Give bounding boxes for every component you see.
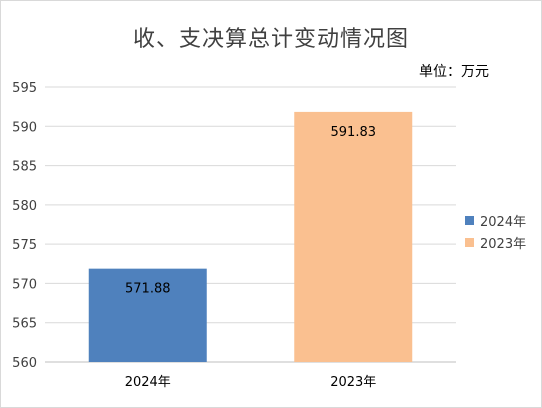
legend-item-2024: 2024年 [465,209,526,231]
data-label: 571.88 [125,282,171,297]
legend-label-2023: 2023年 [480,236,527,252]
chart-title: 收、支决算总计变动情况图 [132,27,409,52]
y-tick-label: 575 [12,238,37,253]
legend-label-2024: 2024年 [480,214,527,230]
legend-swatch-2024 [465,215,474,225]
x-tick-label: 2023年 [330,375,376,390]
unit-label: 单位：万元 [419,64,489,80]
y-tick-label: 590 [12,120,37,135]
y-tick-label: 595 [12,81,37,96]
y-tick-label: 580 [12,199,37,214]
legend-item-2023: 2023年 [465,231,526,253]
legend: 2024年 2023年 [465,209,526,253]
y-tick-label: 570 [12,277,37,292]
x-tick-label: 2024年 [125,375,171,390]
bar-1 [294,111,413,363]
data-label: 591.83 [331,125,377,140]
bar-0 [88,268,207,362]
y-tick-label: 585 [12,160,37,175]
y-tick-label: 560 [12,356,37,371]
legend-swatch-2023 [465,237,474,247]
y-tick-label: 565 [12,317,37,332]
